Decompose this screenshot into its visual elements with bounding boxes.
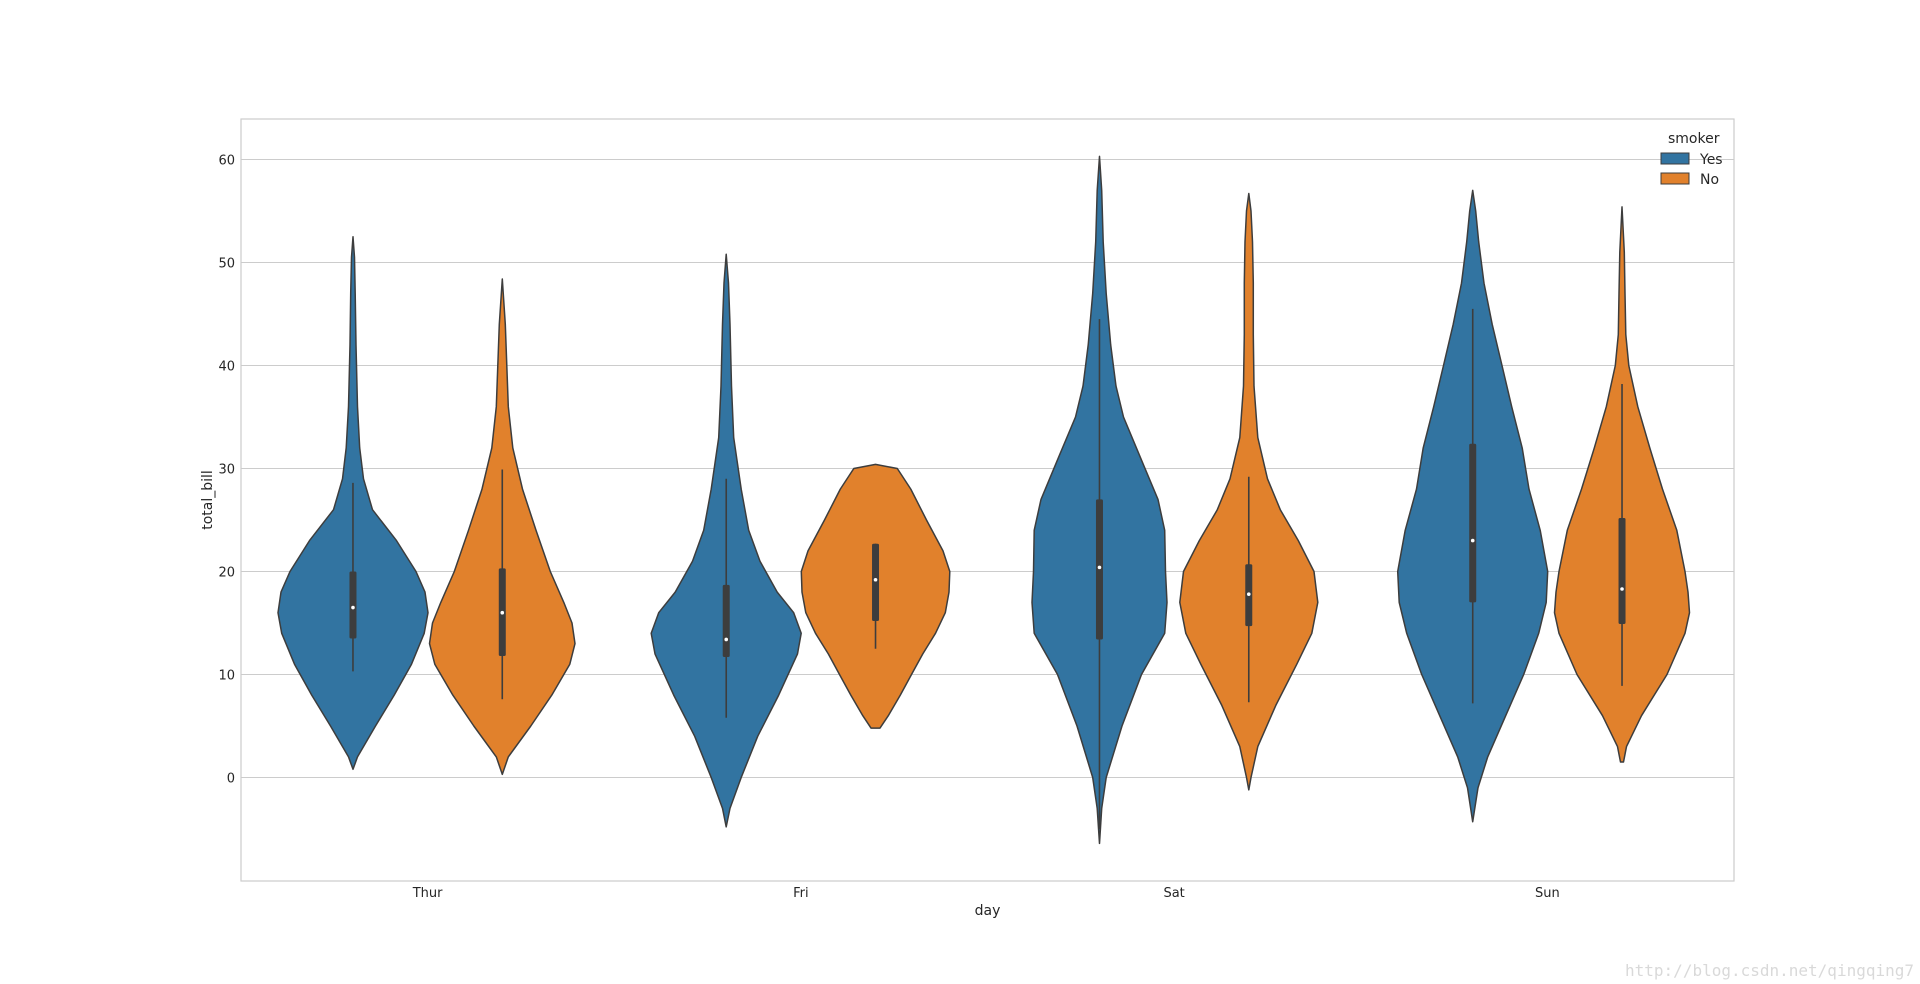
y-tick-labels: 0 10 20 30 40 50 60 [218, 154, 235, 787]
violin-thur-yes-median [351, 605, 355, 610]
legend-swatch-no [1660, 172, 1690, 185]
y-tick-label-0: 0 [227, 772, 235, 787]
violin-fri-yes-iqr-box [722, 584, 730, 657]
violin-fri-no-iqr-box [872, 543, 880, 621]
legend-title: smoker [1668, 131, 1720, 147]
x-tick-label-sun: Sun [1535, 886, 1560, 901]
y-tick-label-50: 50 [218, 257, 235, 272]
x-tick-labels: Thur Fri Sat Sun [412, 886, 1560, 901]
legend-label-yes: Yes [1699, 152, 1723, 168]
violin-sun-no-median [1620, 587, 1624, 591]
violin-sun-yes-iqr-box [1469, 443, 1477, 603]
violin-sun-no-iqr-box [1618, 517, 1626, 625]
violin-thur-yes-iqr-box [349, 571, 357, 639]
watermark: http://blog.csdn.net/qingqing7 [1625, 961, 1914, 980]
legend-label-no: No [1700, 172, 1719, 188]
violin-sun-yes-median [1470, 538, 1475, 543]
legend-swatch-yes [1660, 152, 1690, 165]
legend: smoker Yes No [1660, 131, 1723, 188]
x-axis-label: day [975, 903, 1001, 919]
x-tick-label-thur: Thur [412, 886, 443, 901]
y-tick-label-60: 60 [218, 154, 235, 169]
violin-sat-yes-median [1097, 565, 1102, 570]
violin-sat-yes-iqr-box [1095, 499, 1103, 640]
violin-thur-no-median [500, 610, 505, 615]
violin-fri-no-median [873, 577, 878, 582]
y-tick-label-20: 20 [218, 566, 235, 581]
y-tick-label-10: 10 [218, 669, 235, 684]
violin-sat-no-median [1246, 592, 1251, 596]
violins [277, 155, 1691, 845]
y-tick-label-40: 40 [218, 360, 235, 375]
y-tick-label-30: 30 [218, 463, 235, 478]
violin-fri-yes-median [724, 637, 729, 642]
y-axis-label: total_bill [200, 470, 216, 530]
x-tick-label-sat: Sat [1163, 886, 1184, 901]
x-tick-label-fri: Fri [793, 886, 809, 901]
